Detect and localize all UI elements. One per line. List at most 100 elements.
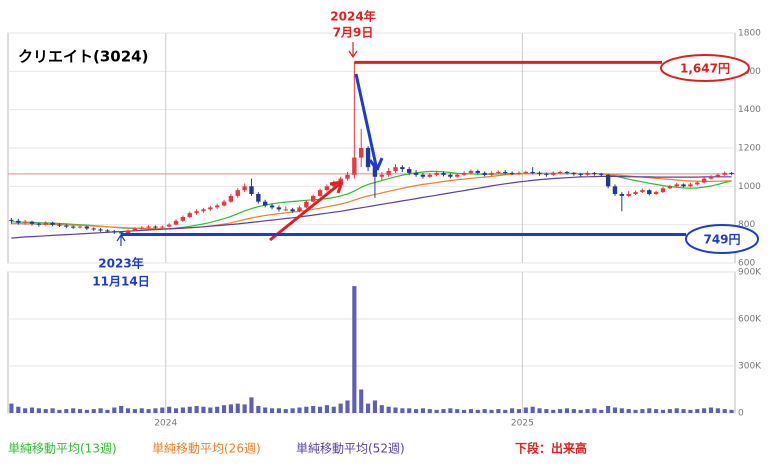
candle-body (407, 169, 412, 173)
candle-body (105, 230, 110, 232)
candle-body (420, 174, 426, 177)
volume-bar (715, 408, 720, 413)
volume-bar (125, 408, 131, 413)
volume-bar (462, 409, 467, 413)
volume-bar (708, 407, 714, 413)
volume-bar (414, 409, 419, 413)
volume-bar (654, 409, 659, 413)
candle-body (276, 207, 282, 210)
volume-bar (551, 409, 556, 413)
candle-body (365, 148, 371, 168)
candle-body (564, 171, 570, 173)
volume-bar (599, 409, 604, 413)
volume-bar (496, 409, 501, 413)
price-callout (660, 54, 750, 82)
candle-body (633, 192, 638, 194)
candle-body (269, 205, 275, 208)
volume-bar (9, 403, 14, 413)
volume-bar (489, 409, 494, 413)
volume-bar (475, 409, 480, 413)
candle-body (249, 186, 254, 194)
volume-bar (647, 408, 652, 413)
x-tick-label: 2025 (511, 419, 534, 429)
annotation: 7月9日 (333, 26, 374, 40)
callout-lines (121, 60, 686, 236)
volume-bar (516, 409, 522, 413)
volume-bar (112, 407, 117, 413)
y-tick-label: 1600 (738, 67, 761, 77)
candle-body (64, 225, 69, 227)
candle-body (324, 186, 330, 191)
volume-bar (571, 409, 576, 413)
candle-body (153, 226, 158, 228)
candle-body (599, 173, 604, 175)
chart-title: クリエイト(3024) (18, 48, 148, 66)
candle-body (112, 231, 117, 233)
candle-body (160, 226, 165, 228)
candle-body (173, 220, 179, 225)
volume-bar (379, 405, 384, 413)
candle-body (57, 224, 62, 226)
y-tick-label: 900K (738, 268, 762, 278)
volume-bar (619, 408, 624, 413)
volume-bar (482, 409, 487, 413)
volume-bar (688, 409, 693, 413)
volume-bar (352, 286, 357, 413)
candle-body (578, 173, 583, 175)
candle-body (537, 172, 542, 174)
volume-bar (153, 408, 158, 413)
volume-bar (269, 408, 275, 413)
volume-bar (681, 409, 686, 413)
candle-body (681, 184, 686, 187)
volume-bar (64, 409, 69, 413)
y-tick-label: 0 (738, 409, 744, 419)
candle-body (647, 190, 652, 194)
candle-body (180, 217, 186, 221)
candle-body (317, 190, 323, 196)
ma-line (11, 175, 732, 239)
volume-bar (43, 409, 48, 413)
volume-bar (434, 409, 439, 413)
volume-bar (297, 407, 302, 413)
candle-body (461, 172, 467, 175)
volume-bar (592, 408, 597, 413)
volume-bar (674, 408, 679, 413)
x-tick-label: 2024 (154, 419, 177, 429)
date-pointer (348, 42, 358, 59)
candle-body (262, 201, 268, 206)
y-tick-label: 300K (738, 362, 762, 372)
volume-bar (606, 405, 611, 413)
candle-body (290, 209, 295, 212)
candle-body (304, 201, 309, 208)
candle-body (619, 194, 625, 196)
volume-bar (537, 408, 542, 413)
candle-body (98, 229, 103, 231)
volume-bar (276, 408, 281, 413)
volume-bar (139, 408, 144, 413)
price-callout (685, 224, 759, 254)
volume-bar (311, 405, 316, 413)
annotation: 2023年 (98, 256, 143, 271)
volume-bar (304, 406, 309, 413)
volume-bar (386, 406, 391, 413)
volume-bar (722, 409, 727, 413)
volume-bar (146, 409, 151, 413)
legend-entry: 単純移動平均(13週) (8, 442, 117, 456)
volume-bar (23, 408, 28, 413)
volume-bar (400, 408, 405, 413)
volume-bar (640, 409, 645, 413)
candle-body (585, 172, 590, 175)
legend-entry: 下段：出来高 (515, 441, 587, 456)
candle-body (393, 167, 398, 171)
y-tick-label: 1800 (738, 29, 761, 39)
volume-bar (201, 406, 206, 413)
blue-arrow (354, 73, 379, 171)
red-arrow (269, 180, 343, 242)
annotation: 749円 (703, 233, 740, 247)
red-arrow-head (329, 180, 344, 194)
date-pointer (116, 233, 126, 246)
candle-body (166, 224, 172, 227)
candle-body (640, 190, 645, 193)
candle-body (283, 209, 288, 211)
candle-body (70, 226, 76, 228)
